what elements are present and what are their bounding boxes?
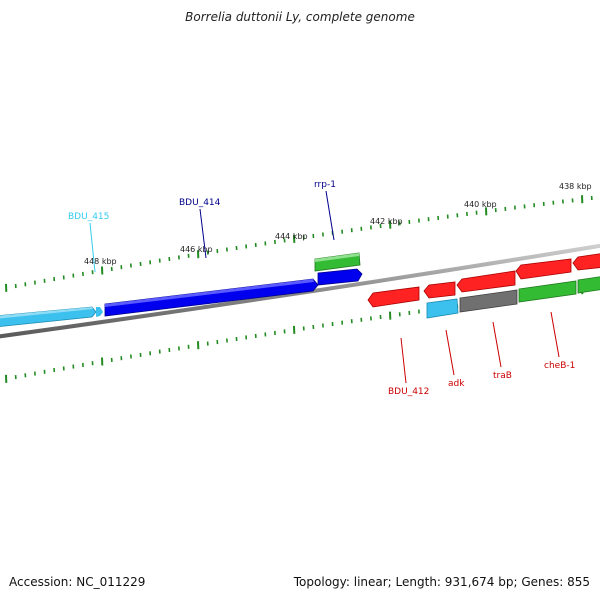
gene-reverse-cyan[interactable] xyxy=(426,298,459,319)
gene-labels: BDU_415 BDU_414 rrp-1 BDU_412 adk traB c… xyxy=(68,180,575,397)
reverse-strand-genes xyxy=(367,253,600,319)
forward-strand-genes xyxy=(0,252,363,327)
label-cheb-1: cheB-1 xyxy=(544,361,575,371)
scale-label-442: 442 kbp xyxy=(370,217,403,226)
label-bdu-414: BDU_414 xyxy=(179,198,221,208)
label-bdu-412: BDU_412 xyxy=(388,387,429,397)
gene-bdu-414-highlight xyxy=(105,279,314,307)
genome-backbone xyxy=(0,243,600,339)
gene-rrp-1-highlight xyxy=(315,253,359,262)
connector-cheb-1 xyxy=(550,311,560,358)
label-connectors xyxy=(89,190,560,384)
label-adk: adk xyxy=(448,379,465,389)
genome-stats-text: Topology: linear; Length: 931,674 bp; Ge… xyxy=(293,575,590,589)
gene-cheb-1[interactable] xyxy=(515,258,572,280)
scale-label-440: 440 kbp xyxy=(464,200,497,209)
connector-bdu-414 xyxy=(199,208,207,259)
gene-trab[interactable] xyxy=(456,270,516,293)
connector-trab xyxy=(492,321,502,368)
gene-bdu-412[interactable] xyxy=(367,286,420,308)
scale-labels: 448 kbp 446 kbp 444 kbp 442 kbp 440 kbp … xyxy=(84,182,592,266)
accession-text: Accession: NC_011229 xyxy=(9,575,146,589)
label-bdu-415: BDU_415 xyxy=(68,212,109,222)
gene-reverse-green[interactable] xyxy=(518,280,577,303)
scale-ticks-outer xyxy=(5,195,593,292)
gene-adk[interactable] xyxy=(423,281,456,299)
scale-label-446: 446 kbp xyxy=(180,245,213,254)
label-rrp-1: rrp-1 xyxy=(314,180,336,190)
connector-bdu-412 xyxy=(400,337,407,384)
connector-bdu-415 xyxy=(89,222,96,273)
connector-rrp-1 xyxy=(325,190,335,241)
gene-reverse-gray[interactable] xyxy=(459,289,518,313)
label-trab: traB xyxy=(493,371,512,381)
connector-adk xyxy=(445,329,455,376)
gene-bdu-415-highlight xyxy=(0,307,93,319)
scale-label-438: 438 kbp xyxy=(559,182,592,191)
gene-bdu-414[interactable] xyxy=(104,278,319,317)
scale-label-448: 448 kbp xyxy=(84,257,117,266)
scale-label-444: 444 kbp xyxy=(275,232,308,241)
gene-bdu-415-fragment[interactable] xyxy=(96,307,103,317)
gene-reverse-edge[interactable] xyxy=(572,253,600,271)
gene-reverse-green-edge[interactable] xyxy=(577,276,600,294)
gene-forward-small-blue[interactable] xyxy=(317,268,363,286)
genome-title: Borrelia duttonii Ly, complete genome xyxy=(185,10,415,24)
